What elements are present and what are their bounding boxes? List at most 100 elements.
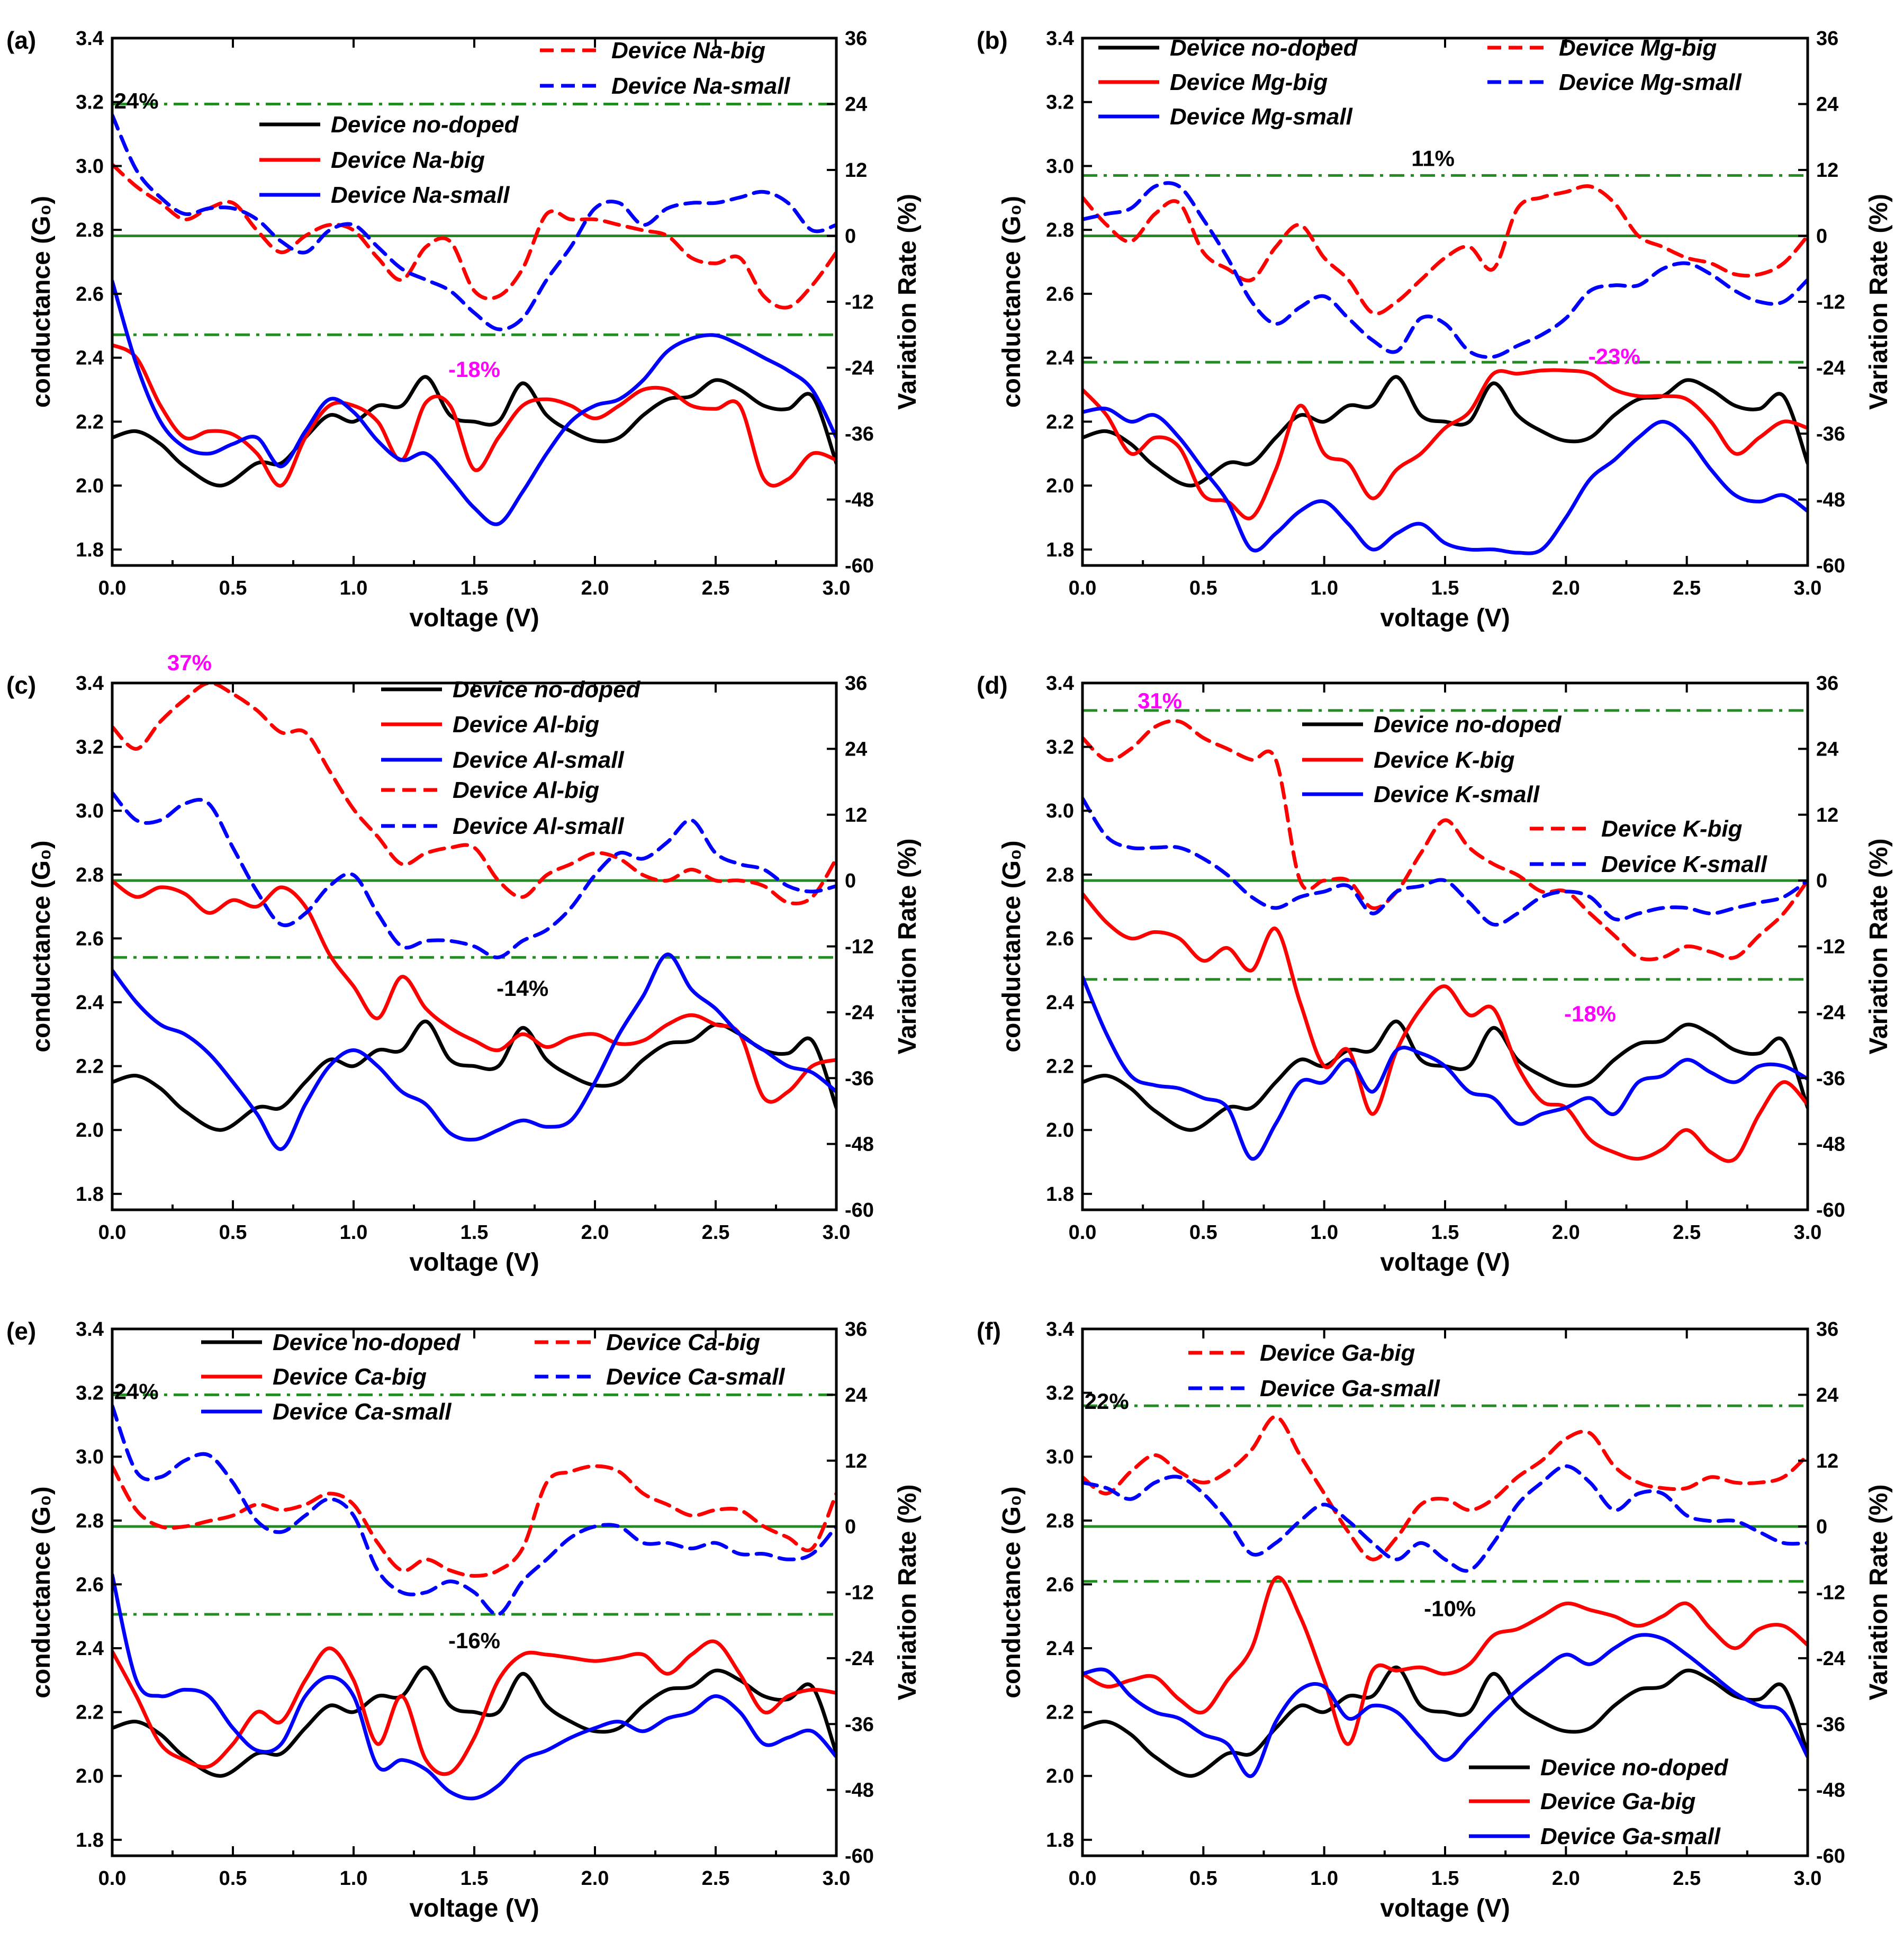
- y-tick-label: 3.0: [76, 1446, 104, 1468]
- legend-label: Device Mg-big: [1559, 35, 1717, 61]
- y-tick-label: 2.4: [1046, 347, 1074, 370]
- y-tick-label: 2.2: [76, 1702, 104, 1724]
- x-tick-label: 2.0: [1552, 577, 1580, 599]
- y-tick-label: 2.4: [1046, 992, 1074, 1014]
- y-tick-label: 2.8: [1046, 864, 1074, 886]
- x-tick-label: 2.5: [1673, 577, 1701, 599]
- y-tick-label: 2.2: [1046, 1056, 1074, 1078]
- y2-tick-label: -12: [1816, 936, 1845, 958]
- y-tick-label: 2.8: [76, 219, 104, 241]
- x-tick-label: 1.0: [340, 577, 368, 599]
- x-tick-label: 2.5: [1673, 1221, 1701, 1244]
- series-line-device-al-small-rate: [112, 790, 836, 959]
- x-tick-label: 2.5: [702, 1867, 730, 1890]
- y-tick-label: 2.4: [76, 992, 104, 1014]
- y2-tick-label: 24: [845, 738, 867, 760]
- y2-tick-label: 24: [845, 1384, 867, 1406]
- legend-label: Device Na-big: [611, 38, 765, 64]
- x-tick-label: 1.0: [1310, 1867, 1338, 1890]
- y-tick-label: 3.0: [76, 155, 104, 177]
- y2-tick-label: 36: [845, 672, 867, 695]
- x-tick-label: 1.5: [461, 1867, 489, 1890]
- series-line-device-na-big-rate: [112, 163, 836, 310]
- y-tick-label: 2.6: [76, 928, 104, 950]
- x-tick-label: 0.5: [219, 1221, 247, 1244]
- y2-tick-label: -24: [845, 1648, 874, 1670]
- series-line-device-k-big: [1082, 892, 1808, 1163]
- series-line-device-k-small-rate: [1082, 796, 1808, 927]
- annotation-label: 37%: [167, 650, 212, 675]
- y2-tick-label: 0: [1816, 226, 1827, 248]
- panel-label: (a): [6, 26, 36, 54]
- y-tick-label: 2.6: [76, 283, 104, 305]
- y-tick-label: 1.8: [1046, 1829, 1074, 1852]
- y2-tick-label: -48: [845, 1780, 874, 1802]
- x-tick-label: 2.0: [581, 1221, 609, 1244]
- x-tick-label: 1.5: [461, 1221, 489, 1244]
- legend-label: Device Ca-big: [273, 1364, 427, 1390]
- y-tick-label: 3.2: [1046, 736, 1074, 759]
- y-tick-label: 2.8: [76, 864, 104, 886]
- series-line-device-no-doped: [1082, 1665, 1808, 1778]
- y-tick-label: 3.0: [1046, 1446, 1074, 1468]
- y2-tick-label: -48: [1816, 489, 1845, 511]
- x-axis-label: voltage (V): [1380, 604, 1510, 632]
- series-line-device-ca-big-rate: [112, 1464, 836, 1578]
- panel-e: 0.0 0.5 1.0 1.5 2.0 2.5 3.0 1.8 2.0 2.2 2.4 2.6 2.8 3…: [6, 1317, 922, 1922]
- panel-label: (d): [977, 671, 1008, 699]
- x-tick-label: 1.5: [1431, 577, 1459, 599]
- y2-tick-label: 24: [845, 94, 867, 116]
- x-tick-label: 1.0: [340, 1867, 368, 1890]
- y2-tick-label: 12: [845, 1450, 867, 1472]
- legend-label: Device Al-small: [453, 747, 624, 773]
- y2-tick-label: 36: [845, 1318, 867, 1341]
- legend-label: Device Ca-small: [606, 1364, 785, 1390]
- y-tick-label: 2.4: [76, 1638, 104, 1660]
- y2-tick-label: -36: [845, 1067, 874, 1090]
- legend-label: Device Mg-small: [1170, 104, 1353, 130]
- y2-tick-label: -60: [845, 1199, 874, 1221]
- legend-label: Device Ga-small: [1540, 1823, 1721, 1849]
- y-axis-label: conductance (G₀): [998, 840, 1026, 1052]
- y2-tick-label: -24: [1816, 357, 1845, 380]
- y-tick-label: 3.2: [76, 1382, 104, 1405]
- y2-tick-label: 24: [1816, 94, 1838, 116]
- y2-tick-label: -60: [1816, 1199, 1845, 1221]
- legend-label: Device no-doped: [1374, 712, 1562, 738]
- annotation-label: -18%: [1564, 1001, 1616, 1026]
- annotation-label: -18%: [448, 357, 500, 382]
- x-tick-label: 0.0: [1069, 577, 1097, 599]
- series-group: [112, 1404, 836, 1801]
- x-tick-label: 3.0: [823, 1221, 851, 1244]
- legend-label: Device Al-big: [453, 777, 599, 803]
- y-tick-label: 3.4: [76, 672, 104, 695]
- panel-label: (b): [977, 26, 1008, 54]
- annotation-label: 24%: [114, 88, 159, 113]
- y-tick-label: 2.0: [76, 1765, 104, 1787]
- legend-label: Device Mg-big: [1170, 69, 1328, 95]
- x-tick-label: 0.5: [1189, 1221, 1217, 1244]
- series-line-device-no-doped: [1082, 375, 1808, 488]
- series-line-device-ga-big-rate: [1082, 1415, 1808, 1561]
- series-line-device-al-small: [112, 952, 836, 1151]
- x-tick-label: 0.5: [1189, 1867, 1217, 1890]
- annotation-label: -14%: [497, 976, 548, 1001]
- y2-tick-label: -24: [845, 357, 874, 380]
- series-line-device-na-small: [112, 279, 836, 526]
- legend-label: Device Al-small: [453, 813, 624, 839]
- x-tick-label: 1.0: [1310, 1221, 1338, 1244]
- x-axis-label: voltage (V): [1380, 1894, 1510, 1922]
- annotation-label: 22%: [1085, 1389, 1129, 1414]
- x-tick-label: 0.5: [1189, 577, 1217, 599]
- x-tick-label: 3.0: [823, 1867, 851, 1890]
- series-line-device-na-small-rate: [112, 113, 836, 331]
- legend-label: Device K-big: [1601, 816, 1743, 842]
- y2-tick-label: 12: [845, 804, 867, 826]
- y2-tick-label: -60: [1816, 1845, 1845, 1867]
- series-line-device-k-big-rate: [1082, 719, 1808, 961]
- series-group: [112, 683, 836, 1151]
- x-tick-label: 2.5: [1673, 1867, 1701, 1890]
- y2-tick-label: -24: [845, 1002, 874, 1024]
- y-tick-label: 3.4: [1046, 28, 1074, 50]
- y2-tick-label: -48: [1816, 1780, 1845, 1802]
